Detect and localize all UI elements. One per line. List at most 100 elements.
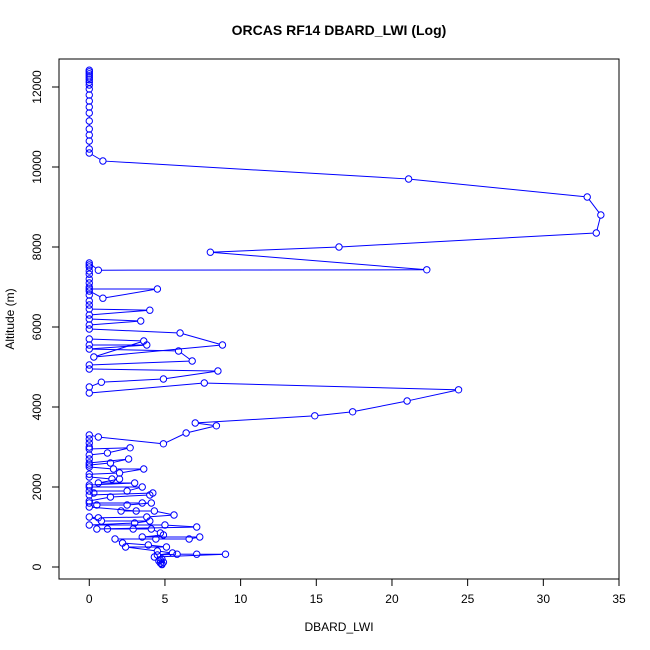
- x-tick-label: 20: [385, 592, 399, 606]
- data-point: [146, 517, 154, 525]
- data-point: [85, 76, 93, 84]
- data-point: [158, 560, 166, 569]
- series-line-segment: [160, 550, 170, 554]
- series-line-segment: [596, 217, 601, 231]
- data-point: [146, 306, 154, 314]
- data-point: [147, 525, 156, 533]
- y-tick-label: 8000: [30, 233, 44, 260]
- data-point: [85, 287, 93, 295]
- data-point: [85, 97, 93, 105]
- series-line-segment: [92, 472, 117, 475]
- data-point: [196, 533, 204, 541]
- data-point: [85, 137, 93, 145]
- series-line-segment: [166, 433, 184, 443]
- data-point: [159, 531, 168, 539]
- series-line-segment: [122, 469, 141, 473]
- data-point: [193, 523, 201, 531]
- series-line-segment: [96, 341, 141, 357]
- data-point: [85, 451, 93, 459]
- data-point: [103, 525, 112, 533]
- data-point: [123, 501, 131, 509]
- data-point: [404, 175, 413, 183]
- x-tick-label: 25: [461, 592, 475, 606]
- data-point: [597, 211, 605, 219]
- data-point: [162, 543, 171, 551]
- data-point: [85, 321, 93, 329]
- data-point: [206, 248, 215, 256]
- data-point: [85, 125, 93, 133]
- x-tick-label: 35: [612, 592, 626, 606]
- x-tick-label: 15: [310, 592, 324, 606]
- data-point: [150, 553, 159, 561]
- data-point: [111, 535, 119, 543]
- data-point: [454, 386, 463, 394]
- data-point: [85, 263, 93, 271]
- data-point: [123, 487, 131, 495]
- series-line-segment: [154, 529, 158, 533]
- data-point: [106, 493, 115, 501]
- series-line-segment: [157, 511, 171, 515]
- data-point: [103, 449, 112, 457]
- series-line-segment: [213, 246, 336, 253]
- data-point: [176, 329, 184, 337]
- series-line-segment: [149, 514, 171, 518]
- series-line-segment: [92, 328, 177, 334]
- series-line-segment: [92, 344, 144, 350]
- data-point: [85, 483, 93, 491]
- series-line-segment: [160, 553, 174, 556]
- data-point: [85, 459, 93, 467]
- data-point: [85, 315, 93, 323]
- data-point: [93, 501, 101, 509]
- data-point: [132, 507, 140, 515]
- series-line-segment: [198, 422, 214, 426]
- series-line-segment: [92, 497, 108, 501]
- x-tick-label: 30: [537, 592, 551, 606]
- x-tick-label: 0: [86, 592, 93, 606]
- series-line-segment: [189, 426, 214, 433]
- data-point: [153, 285, 162, 293]
- data-point: [221, 550, 230, 558]
- data-point: [188, 357, 196, 365]
- series-line-segment: [128, 546, 155, 552]
- data-point: [117, 507, 125, 515]
- data-point: [85, 463, 93, 471]
- data-point: [170, 511, 178, 519]
- data-point: [146, 491, 154, 499]
- data-point: [85, 499, 93, 507]
- data-point: [212, 422, 221, 430]
- series-line-segment: [317, 411, 350, 416]
- data-point: [168, 549, 177, 557]
- series-line-segment: [92, 318, 138, 322]
- series-line-segment: [92, 309, 147, 316]
- series-line-segment: [410, 389, 456, 401]
- data-point: [115, 475, 124, 483]
- series-line-segment: [92, 382, 99, 387]
- data-point: [137, 317, 145, 325]
- series-line-segment: [92, 338, 141, 342]
- y-tick-label: 10000: [30, 150, 44, 184]
- data-point: [94, 479, 103, 487]
- series-line-segment: [110, 448, 128, 453]
- data-point: [85, 325, 93, 333]
- data-point: [85, 267, 93, 275]
- data-point: [140, 465, 148, 473]
- data-point: [85, 443, 93, 451]
- series-line-segment: [192, 537, 197, 539]
- data-point: [153, 547, 162, 555]
- data-point: [85, 275, 93, 283]
- series-line-segment: [113, 459, 126, 463]
- series-line-segment: [588, 199, 600, 213]
- series-line-segment: [92, 462, 108, 466]
- data-point: [85, 311, 93, 319]
- series-line-segment: [130, 487, 140, 491]
- data-point: [99, 157, 107, 165]
- data-point: [85, 503, 93, 511]
- series-line-segment: [92, 466, 111, 470]
- series-line-segment: [105, 289, 155, 299]
- y-axis: 0 2000 4000 6000 8000 10000 12000: [30, 70, 60, 570]
- series-line-segment: [92, 348, 176, 352]
- data-point: [85, 361, 93, 369]
- data-point: [85, 335, 93, 343]
- data-point: [152, 535, 160, 543]
